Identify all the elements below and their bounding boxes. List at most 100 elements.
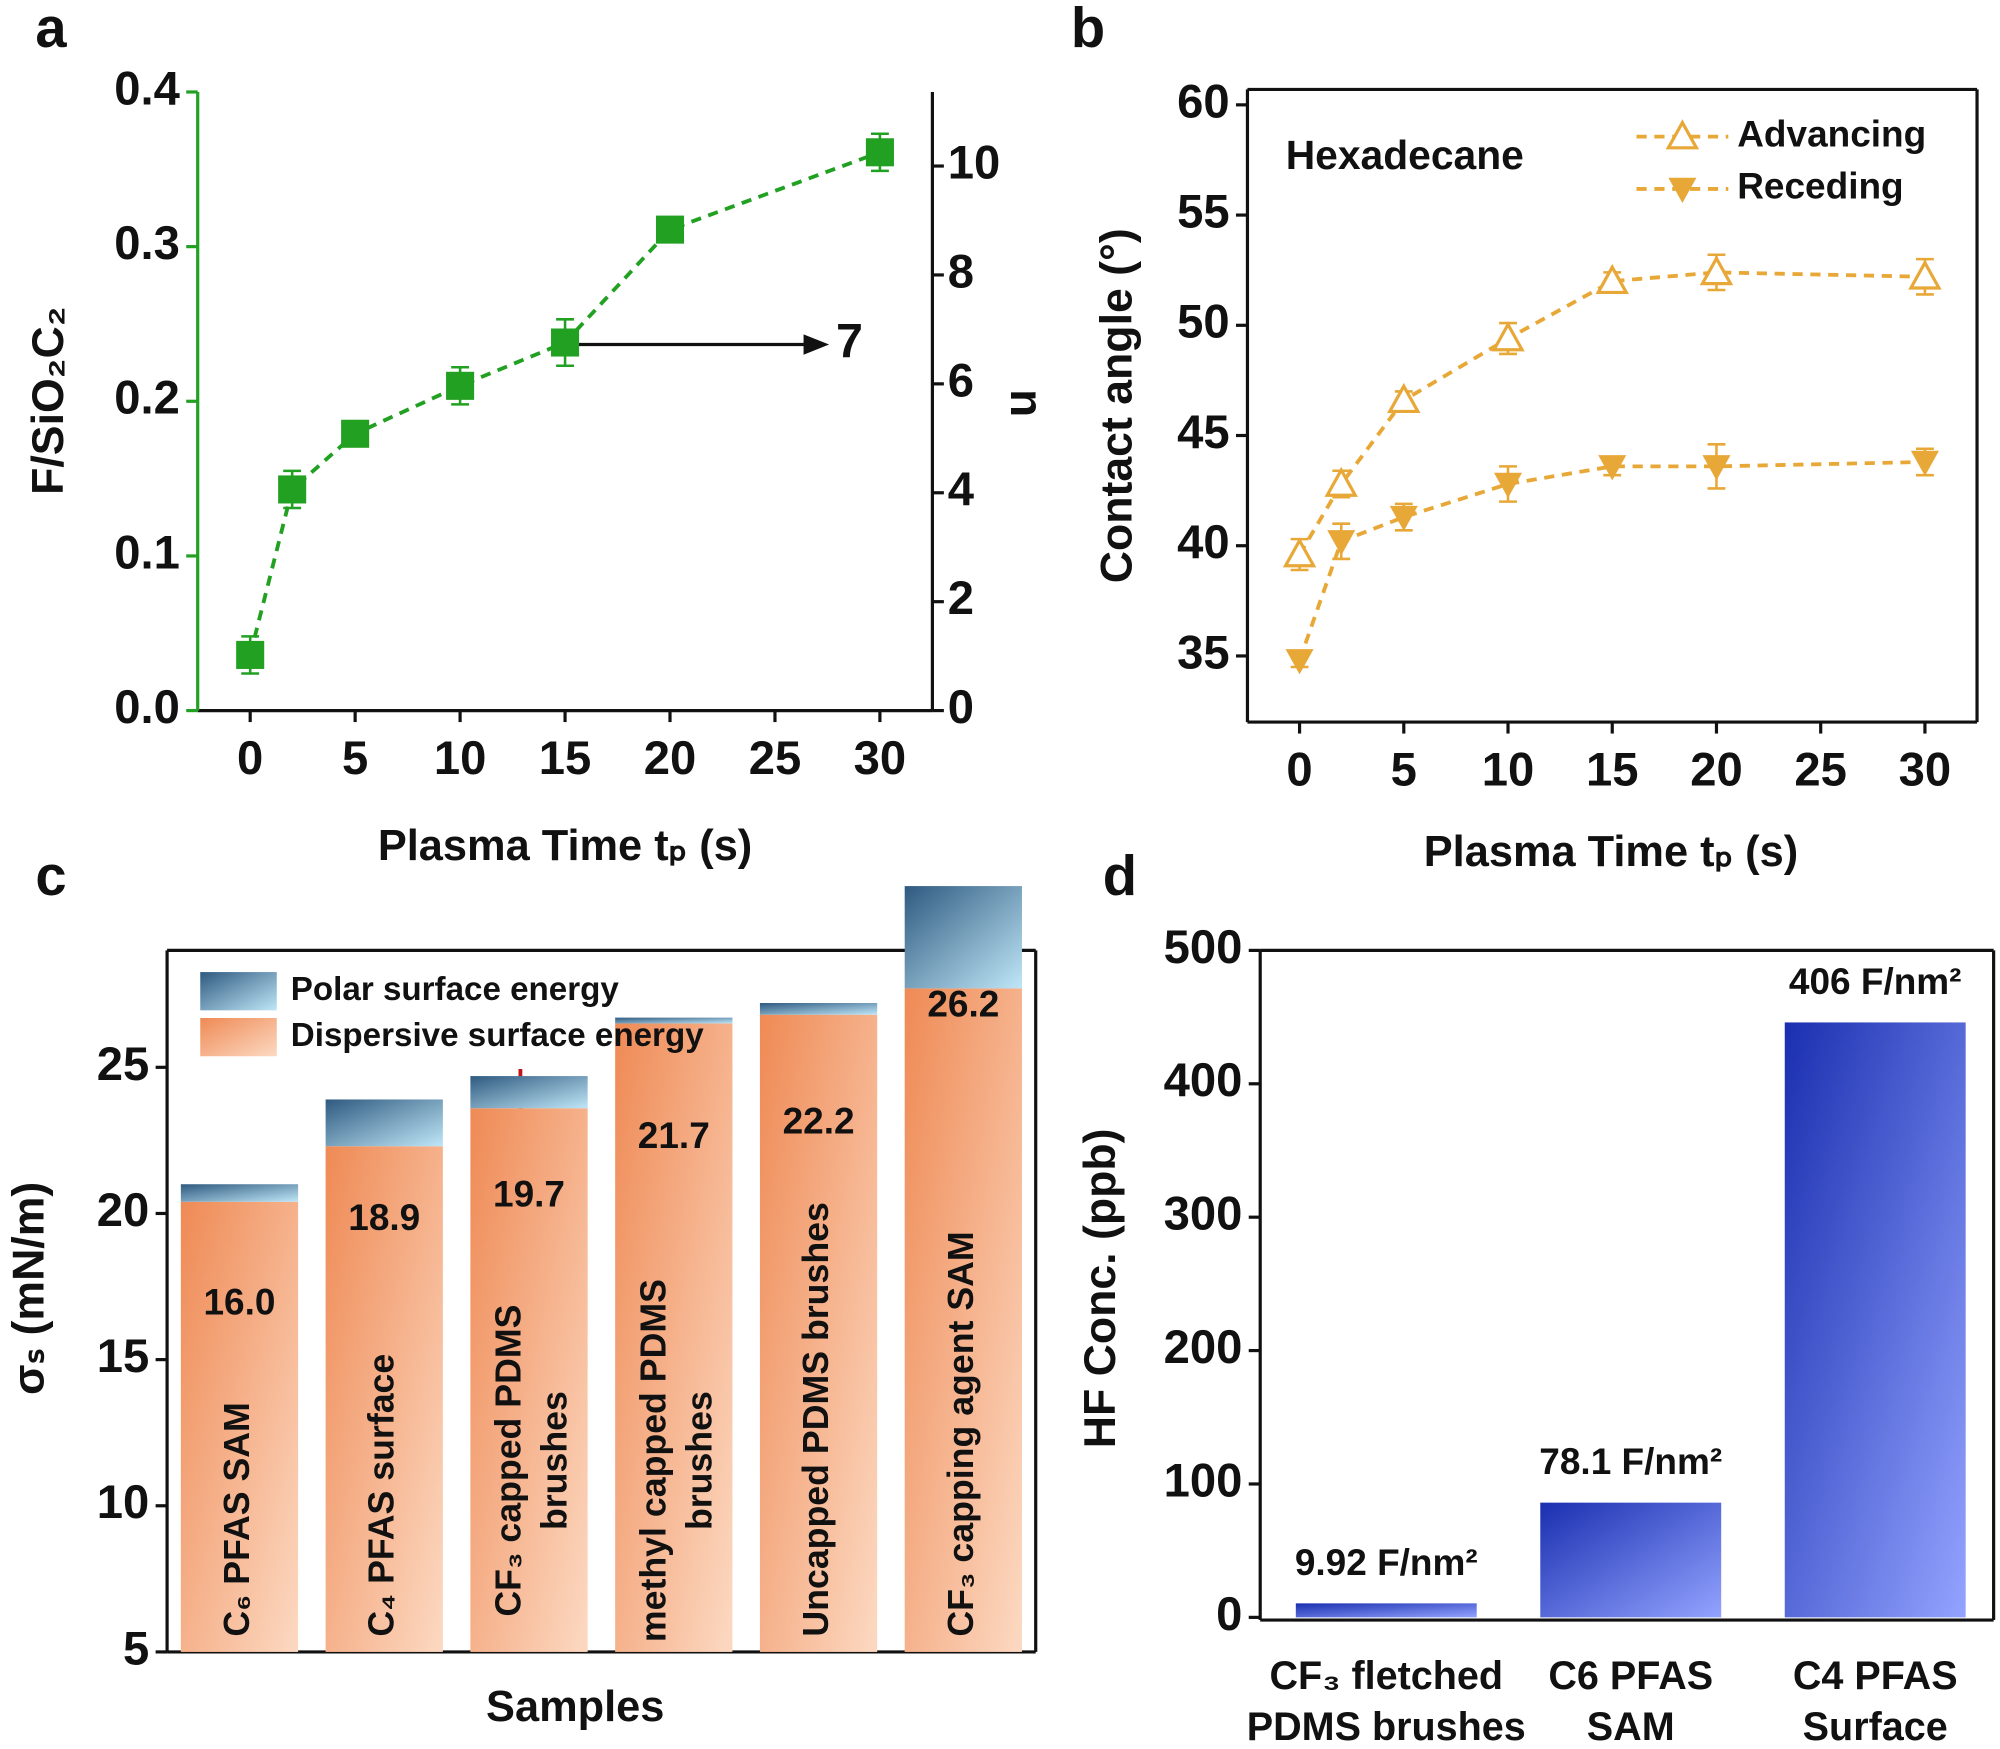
marker xyxy=(1595,263,1629,295)
panel-letter: a xyxy=(35,0,67,59)
category-label: C4 PFAS xyxy=(1793,1654,1958,1698)
x-tick-label: 15 xyxy=(1586,744,1639,797)
y-tick-label: 0 xyxy=(1216,1588,1242,1641)
bar-segment xyxy=(470,1076,588,1109)
series-line xyxy=(1297,460,1925,661)
category-label: SAM xyxy=(1587,1705,1675,1749)
series-line xyxy=(248,150,881,656)
x-tick-label: 5 xyxy=(342,732,368,785)
bar-segment xyxy=(759,1003,878,1015)
annotation: 7 xyxy=(836,314,863,368)
marker xyxy=(278,475,307,504)
bar-segment xyxy=(904,988,1022,1652)
marker xyxy=(551,328,580,357)
total-label: 16.0 xyxy=(204,1282,276,1323)
y-tick-label: 45 xyxy=(1177,406,1230,459)
y-tick-label: 55 xyxy=(1177,186,1230,239)
legend-swatch xyxy=(200,1017,277,1057)
x-axis-label: Plasma Time tₚ (s) xyxy=(1424,828,1798,876)
y-tick-label: 5 xyxy=(123,1622,149,1675)
x-tick-label: 0 xyxy=(1286,744,1312,797)
y-axis-label: Contact angle (°) xyxy=(1093,228,1142,583)
x-tick-label: 25 xyxy=(749,732,802,785)
bar-segment xyxy=(180,1184,299,1202)
category-label: Uncapped PDMS brushes xyxy=(796,1202,836,1636)
y-axis-label: F/SiO₂C₂ xyxy=(24,306,73,494)
category-label: methyl capped PDMS xyxy=(633,1279,673,1642)
y-tick-label: 500 xyxy=(1164,921,1243,974)
marker xyxy=(1493,472,1523,499)
marker xyxy=(655,215,685,244)
marker xyxy=(1387,382,1421,414)
marker xyxy=(1668,177,1697,203)
arrow-a xyxy=(567,334,830,355)
category-label: PDMS brushes xyxy=(1247,1705,1526,1749)
y-tick-label: 35 xyxy=(1177,626,1230,679)
marker xyxy=(1285,649,1314,675)
y-tick-label: 0.4 xyxy=(114,62,180,115)
y-tick-label: 0.0 xyxy=(114,681,180,734)
marker xyxy=(1598,455,1627,481)
y-tick-label: 50 xyxy=(1177,296,1230,349)
bar-segment xyxy=(904,886,1022,989)
annotation: Hexadecane xyxy=(1286,132,1524,178)
y-tick-label: 100 xyxy=(1164,1454,1243,1507)
y-axis-label: σₛ (mN/m) xyxy=(5,1182,54,1395)
x-tick-label: 10 xyxy=(1482,744,1535,797)
y-tick-label: 40 xyxy=(1177,516,1230,569)
bar-segment xyxy=(325,1099,443,1147)
legend-label: Polar surface energy xyxy=(291,971,620,1008)
marker xyxy=(865,138,894,167)
total-label: 18.9 xyxy=(348,1197,420,1238)
bar-annotation: 78.1 F/nm² xyxy=(1539,1441,1722,1482)
marker xyxy=(1699,255,1734,286)
x-axis-label: Samples xyxy=(486,1683,664,1731)
marker xyxy=(1327,530,1356,556)
category-label: C₆ PFAS SAM xyxy=(217,1402,257,1636)
y-axis-label: HF Conc. (ppb) xyxy=(1076,1129,1125,1449)
bar xyxy=(1540,1502,1722,1618)
y2-axis-label: n xyxy=(1001,389,1053,417)
y-tick-label: 15 xyxy=(97,1330,150,1383)
category-label: C₄ PFAS surface xyxy=(362,1354,402,1637)
y-tick-label: 0.2 xyxy=(114,372,180,425)
bar-segment xyxy=(325,1146,443,1652)
bar xyxy=(1784,1022,1966,1618)
legend-swatch xyxy=(200,972,277,1011)
category-label: brushes xyxy=(535,1391,575,1530)
marker xyxy=(1324,466,1358,497)
category-label: CF₃ fletched xyxy=(1270,1654,1504,1698)
y-tick-label: 0.1 xyxy=(114,526,180,579)
bar-annotation: 406 F/nm² xyxy=(1789,961,1962,1002)
total-label: 26.2 xyxy=(927,983,999,1024)
category-label: C6 PFAS xyxy=(1548,1654,1713,1698)
x-tick-label: 20 xyxy=(1690,744,1743,797)
y2-tick-label: 0 xyxy=(948,681,974,734)
bar-segment xyxy=(759,1014,878,1652)
panel-letter: c xyxy=(35,844,66,907)
bar-annotation: 9.92 F/nm² xyxy=(1295,1542,1478,1583)
marker xyxy=(446,371,475,400)
y-tick-label: 0.3 xyxy=(114,217,180,270)
category-label: brushes xyxy=(679,1391,719,1530)
category-label: CF₃ capping agent SAM xyxy=(941,1231,981,1636)
x-tick-label: 20 xyxy=(644,732,696,785)
x-tick-label: 30 xyxy=(854,732,906,785)
y-tick-label: 60 xyxy=(1177,75,1230,128)
legend-label: Dispersive surface energy xyxy=(291,1017,704,1054)
panel-letter: d xyxy=(1103,844,1137,907)
y-tick-label: 400 xyxy=(1164,1054,1243,1107)
marker xyxy=(1282,537,1317,568)
total-label: 19.7 xyxy=(493,1173,565,1214)
bar-segment xyxy=(470,1108,588,1652)
marker xyxy=(1491,321,1525,352)
marker xyxy=(1389,505,1418,532)
category-label: CF₃ capped PDMS xyxy=(489,1305,529,1617)
y2-tick-label: 6 xyxy=(948,354,974,407)
x-tick-label: 30 xyxy=(1899,744,1952,797)
y2-tick-label: 10 xyxy=(948,137,1000,190)
y-tick-label: 25 xyxy=(97,1038,150,1091)
legend-label: Receding xyxy=(1737,166,1903,207)
marker xyxy=(1910,450,1939,476)
